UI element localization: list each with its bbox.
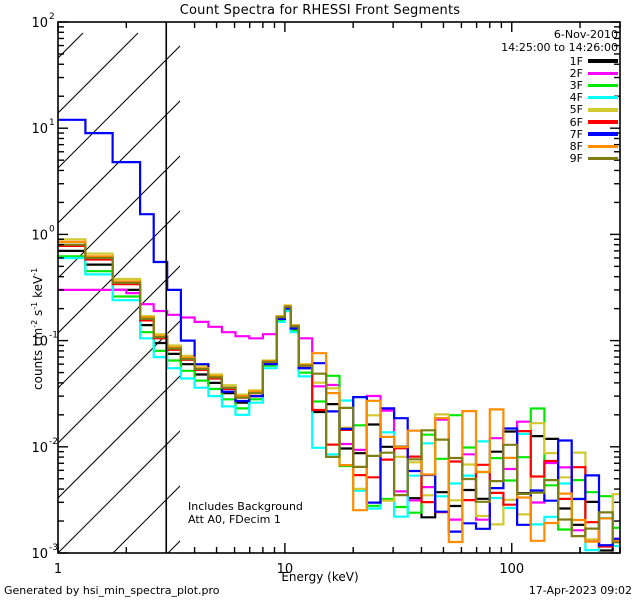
legend-item-7f[interactable]: 7F bbox=[570, 128, 618, 140]
y-tick-label: 10 bbox=[31, 122, 48, 137]
footer-generator: Generated by hsi_min_spectra_plot.pro bbox=[4, 584, 220, 597]
ylabel-counts: counts cm bbox=[31, 327, 45, 390]
ylabel-exp3: -1 bbox=[30, 267, 39, 276]
observation-time-range: 14:25:00 to 14:26:00 bbox=[501, 41, 618, 54]
legend: 1F 2F 3F 4F 5F 6F 7F 8F 9F bbox=[570, 55, 618, 165]
plot-frame bbox=[57, 21, 621, 554]
legend-item-9f[interactable]: 9F bbox=[570, 153, 618, 165]
y-tick-label: 10 bbox=[31, 335, 48, 350]
y-tick-exponent: 1 bbox=[49, 118, 55, 128]
legend-item-2f[interactable]: 2F bbox=[570, 67, 618, 79]
y-tick-exponent: 2 bbox=[49, 12, 55, 22]
x-axis-label: Energy (keV) bbox=[281, 570, 359, 584]
legend-item-3f[interactable]: 3F bbox=[570, 79, 618, 91]
y-tick-exponent: 0 bbox=[49, 224, 55, 234]
legend-label: 4F bbox=[569, 91, 583, 105]
footer-timestamp: 17-Apr-2023 09:02 bbox=[528, 584, 632, 597]
legend-label: 7F bbox=[569, 127, 583, 141]
legend-color-swatch bbox=[588, 59, 618, 63]
y-tick-label: 10 bbox=[31, 228, 48, 243]
legend-color-swatch bbox=[588, 120, 618, 124]
page-title: Count Spectra for RHESSI Front Segments bbox=[179, 3, 461, 18]
legend-item-4f[interactable]: 4F bbox=[570, 92, 618, 104]
x-tick-label: 1 bbox=[54, 562, 62, 577]
ylabel-exp2: -1 bbox=[30, 301, 39, 310]
legend-color-swatch bbox=[588, 156, 618, 161]
y-tick-exponent: -3 bbox=[49, 543, 58, 553]
ylabel-s: s bbox=[31, 309, 45, 320]
plot-note-line1: Includes Background bbox=[188, 500, 303, 513]
excluded-band-hatching bbox=[58, 32, 180, 553]
y-tick-label: 10 bbox=[31, 16, 48, 31]
legend-label: 5F bbox=[569, 103, 583, 117]
legend-color-swatch bbox=[588, 132, 618, 136]
legend-color-swatch bbox=[588, 95, 618, 100]
legend-label: 3F bbox=[569, 78, 583, 92]
y-tick-exponent: -1 bbox=[49, 331, 58, 341]
ylabel-kev: keV bbox=[31, 275, 45, 302]
legend-item-6f[interactable]: 6F bbox=[570, 116, 618, 128]
x-tick-label: 10 bbox=[277, 562, 294, 577]
legend-item-8f[interactable]: 8F bbox=[570, 140, 618, 152]
legend-item-5f[interactable]: 5F bbox=[570, 104, 618, 116]
legend-color-swatch bbox=[588, 83, 618, 88]
ylabel-exp1: -2 bbox=[30, 319, 39, 328]
legend-label: 8F bbox=[569, 139, 583, 153]
plot-note-line2: Att A0, FDecim 1 bbox=[188, 513, 281, 526]
legend-color-swatch bbox=[588, 108, 618, 112]
y-tick-label: 10 bbox=[31, 547, 48, 562]
x-axis-ticks: 1 10 100 bbox=[54, 22, 621, 577]
y-tick-label: 10 bbox=[31, 441, 48, 456]
y-tick-exponent: -2 bbox=[49, 437, 58, 447]
legend-item-1f[interactable]: 1F bbox=[570, 55, 618, 67]
legend-color-swatch bbox=[588, 144, 618, 149]
observation-date: 6-Nov-2010 bbox=[553, 28, 618, 41]
observation-info: 6-Nov-2010 14:25:00 to 14:26:00 bbox=[501, 28, 618, 54]
plot-note: Includes Background Att A0, FDecim 1 bbox=[188, 500, 303, 526]
legend-label: 9F bbox=[569, 152, 583, 166]
legend-color-swatch bbox=[588, 71, 618, 76]
legend-label: 1F bbox=[569, 54, 583, 68]
legend-label: 2F bbox=[569, 66, 583, 80]
spectra-curves bbox=[58, 118, 620, 552]
x-tick-label: 100 bbox=[499, 562, 524, 577]
legend-label: 6F bbox=[569, 115, 583, 129]
